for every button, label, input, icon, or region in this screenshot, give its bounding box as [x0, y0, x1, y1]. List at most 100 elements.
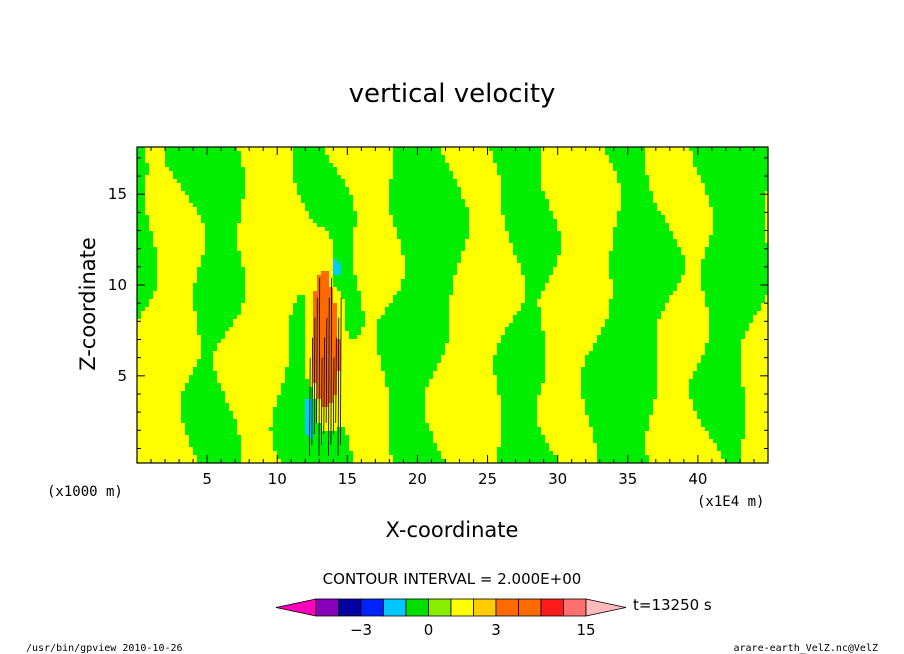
field-cell	[289, 311, 293, 315]
field-cell	[177, 239, 181, 243]
field-cell	[149, 343, 153, 347]
field-cell	[277, 271, 281, 275]
field-cell	[309, 307, 313, 311]
field-cell	[261, 315, 265, 319]
field-cell	[261, 223, 265, 227]
field-cell	[561, 239, 565, 243]
field-cell	[165, 239, 169, 243]
field-cell	[573, 203, 577, 207]
field-cell	[465, 279, 469, 283]
field-cell	[593, 331, 597, 335]
field-cell	[617, 195, 621, 199]
field-cell	[281, 347, 285, 351]
field-cell	[557, 359, 561, 363]
field-cell	[265, 259, 269, 263]
field-cell	[585, 271, 589, 275]
field-cell	[693, 183, 697, 187]
field-cell	[169, 363, 173, 367]
field-cell	[553, 363, 557, 367]
field-cell	[545, 151, 549, 155]
field-cell	[557, 339, 561, 343]
field-cell	[257, 211, 261, 215]
field-cell	[681, 339, 685, 343]
field-cell	[369, 295, 373, 299]
field-cell	[549, 299, 553, 303]
field-cell	[457, 335, 461, 339]
field-cell	[173, 295, 177, 299]
field-cell	[317, 259, 321, 263]
field-cell	[597, 199, 601, 203]
field-cell	[657, 183, 661, 187]
field-cell	[493, 335, 497, 339]
field-cell	[365, 295, 369, 299]
field-cell	[181, 335, 185, 339]
field-cell	[257, 363, 261, 367]
field-cell	[261, 339, 265, 343]
field-cell	[149, 331, 153, 335]
field-cell	[273, 299, 277, 303]
field-cell	[549, 175, 553, 179]
field-cell	[329, 271, 333, 275]
field-cell	[177, 315, 181, 319]
field-cell	[369, 307, 373, 311]
field-cell	[185, 335, 189, 339]
field-cell	[557, 279, 561, 283]
field-cell	[681, 347, 685, 351]
field-cell	[201, 243, 205, 247]
field-cell	[557, 307, 561, 311]
field-cell	[473, 303, 477, 307]
field-cell	[165, 267, 169, 271]
field-cell	[261, 271, 265, 275]
field-cell	[573, 359, 577, 363]
field-cell	[709, 231, 713, 235]
field-cell	[545, 351, 549, 355]
field-cell	[357, 159, 361, 163]
field-cell	[341, 351, 345, 355]
field-cell	[189, 307, 193, 311]
field-cell	[653, 175, 657, 179]
field-cell	[237, 315, 241, 319]
field-cell	[237, 371, 241, 375]
field-cell	[485, 351, 489, 355]
field-cell	[701, 303, 705, 307]
field-cell	[593, 147, 597, 151]
field-cell	[261, 367, 265, 371]
field-cell	[561, 263, 565, 267]
field-cell	[333, 323, 337, 327]
field-cell	[685, 291, 689, 295]
field-cell	[589, 251, 593, 255]
field-cell	[593, 231, 597, 235]
field-cell	[677, 371, 681, 375]
field-cell	[445, 351, 449, 355]
field-cell	[445, 147, 449, 151]
field-cell	[249, 171, 253, 175]
field-cell	[257, 371, 261, 375]
field-cell	[661, 159, 665, 163]
field-cell	[281, 335, 285, 339]
field-cell	[253, 371, 257, 375]
field-cell	[273, 295, 277, 299]
field-cell	[289, 163, 293, 167]
field-cell	[665, 339, 669, 343]
field-cell	[353, 375, 357, 379]
field-cell	[577, 299, 581, 303]
field-cell	[249, 311, 253, 315]
field-cell	[185, 375, 189, 379]
field-cell	[473, 319, 477, 323]
field-cell	[573, 219, 577, 223]
field-cell	[677, 207, 681, 211]
field-cell	[473, 183, 477, 187]
field-cell	[465, 155, 469, 159]
field-cell	[381, 231, 385, 235]
field-cell	[197, 219, 201, 223]
field-cell	[649, 159, 653, 163]
field-cell	[165, 275, 169, 279]
field-cell	[293, 291, 297, 295]
field-cell	[485, 287, 489, 291]
field-cell	[669, 215, 673, 219]
field-cell	[237, 367, 241, 371]
field-cell	[665, 303, 669, 307]
field-cell	[249, 263, 253, 267]
field-cell	[365, 167, 369, 171]
field-cell	[697, 327, 701, 331]
